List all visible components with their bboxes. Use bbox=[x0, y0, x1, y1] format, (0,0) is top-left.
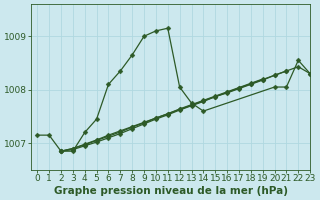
X-axis label: Graphe pression niveau de la mer (hPa): Graphe pression niveau de la mer (hPa) bbox=[54, 186, 288, 196]
